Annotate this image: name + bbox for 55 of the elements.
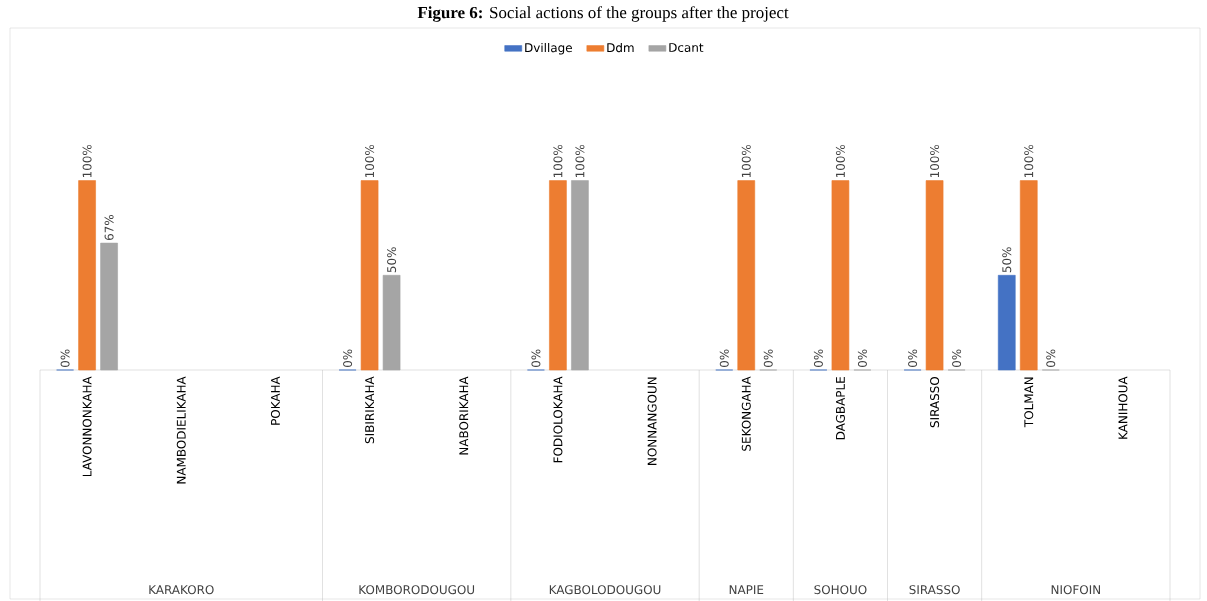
data-label: 100%	[365, 144, 375, 178]
data-label: 0%	[719, 349, 729, 368]
data-label: 0%	[343, 349, 353, 368]
data-label: 100%	[741, 144, 751, 178]
data-label: 100%	[553, 144, 563, 178]
x-tick-label: NABORIKAHA	[459, 376, 469, 455]
text: KOMBORODOUGOU	[359, 585, 475, 595]
text: KAGBOLODOUGOU	[549, 585, 661, 595]
x-tick-label: TOLMAN	[1024, 377, 1034, 428]
x-tick-label: LAVONNONKAHA	[82, 376, 92, 477]
text: KARAKORO	[149, 585, 214, 595]
legend-label: Dcant	[669, 43, 704, 53]
data-label: 100%	[1024, 144, 1034, 178]
x-tick-label: NONNANGOUN	[647, 377, 657, 465]
bar	[382, 275, 401, 371]
chart-title: Figure 6: Social actions of the groups after the project	[417, 6, 789, 22]
legend-label: Dvillage	[525, 42, 572, 55]
data-label: 0%	[60, 349, 70, 368]
x-tick-label: SEKONGAHA	[741, 376, 751, 451]
bar	[997, 275, 1016, 371]
bar	[1019, 180, 1038, 371]
data-label: 100%	[575, 144, 585, 178]
x-tick-label: DAGBAPLE	[835, 377, 845, 440]
text: SOHOUO	[814, 585, 867, 595]
bar	[360, 180, 379, 371]
bar	[737, 180, 756, 371]
bar	[100, 242, 118, 371]
x-tick-label: SIBIRIKAHA	[365, 376, 375, 444]
data-label: 67%	[104, 215, 114, 241]
data-label: 100%	[835, 144, 845, 178]
bar	[831, 180, 850, 371]
x-tick-label: NAMBODIELIKAHA	[176, 376, 186, 484]
data-label: 0%	[763, 349, 773, 368]
data-label: 0%	[1046, 349, 1056, 368]
text: NIOFOIN	[1051, 585, 1100, 595]
legend-label: Ddm	[607, 42, 634, 53]
x-tick-label: FODIOLOKAHA	[553, 376, 563, 463]
x-tick-label: SIRASSO	[930, 376, 940, 428]
data-label: 0%	[813, 349, 823, 368]
bar	[78, 180, 96, 371]
x-tick-label: POKAHA	[270, 376, 280, 425]
data-label: 100%	[82, 144, 92, 178]
data-label: 0%	[857, 349, 867, 368]
bar	[925, 180, 944, 371]
x-tick-label: KANIHOUA	[1118, 376, 1128, 439]
data-label: 100%	[930, 144, 940, 178]
text: NAPIE	[729, 585, 764, 595]
data-label: 0%	[952, 349, 962, 368]
data-label: 0%	[908, 349, 918, 368]
data-label: 50%	[1002, 247, 1012, 273]
bar	[571, 180, 589, 371]
data-label: 0%	[531, 349, 541, 368]
bar	[549, 180, 567, 371]
data-label: 50%	[387, 247, 397, 273]
text: SIRASSO	[909, 585, 960, 595]
